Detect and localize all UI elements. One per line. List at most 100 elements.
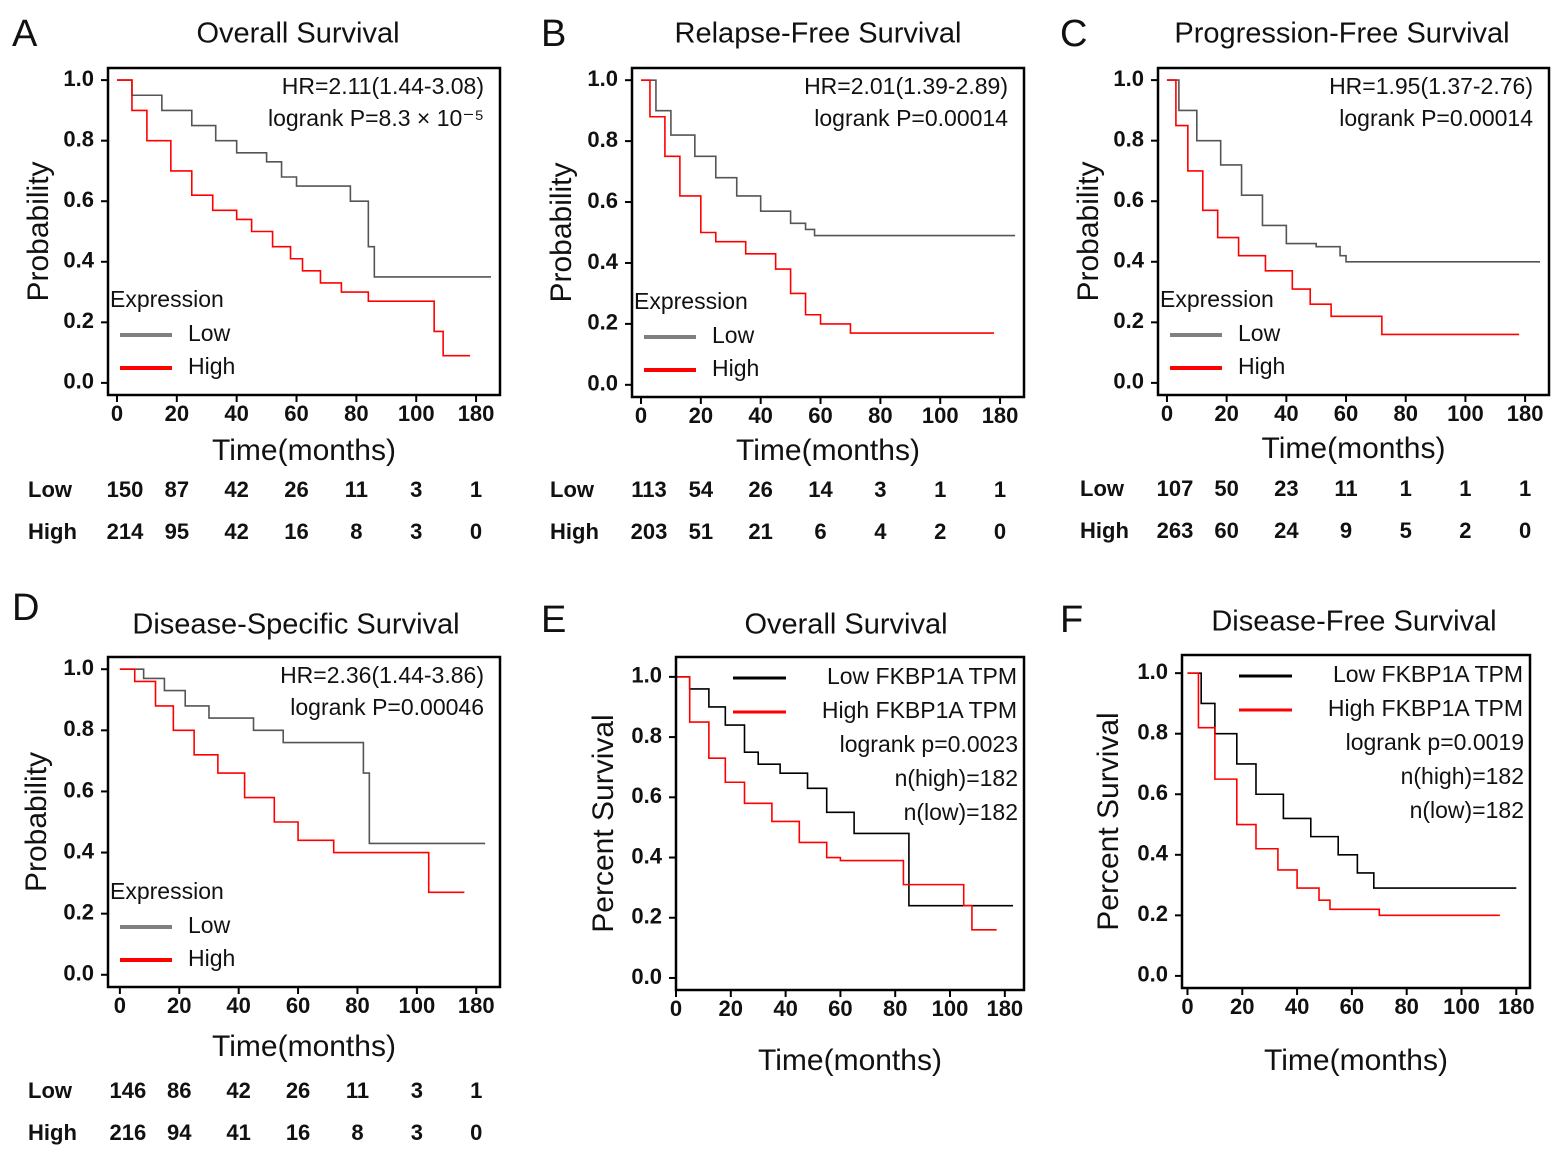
x-tick-label: 40 [224,401,248,426]
y-tick-label: 1.0 [1137,659,1168,684]
y-tick-label: 0.6 [63,187,94,212]
risk-count: 5 [1400,518,1412,543]
legend-label: High FKBP1A TPM [1328,695,1523,721]
risk-count: 26 [748,477,772,502]
y-tick-label: 0.6 [587,188,618,213]
x-tick-label: 180 [1498,994,1535,1019]
risk-count: 1 [934,477,946,502]
y-tick-label: 0.8 [1137,720,1168,745]
x-tick-label: 0 [1181,994,1193,1019]
y-tick-label: 0.2 [587,310,618,335]
risk-count: 42 [224,519,248,544]
legend-label: Low [188,912,231,938]
risk-row-name: Low [28,1078,73,1103]
risk-count: 107 [1157,476,1194,501]
x-tick-label: 0 [635,403,647,428]
risk-count: 8 [350,519,362,544]
risk-count: 263 [1157,518,1194,543]
panel-letter: D [12,587,39,629]
risk-count: 203 [631,519,668,544]
risk-count: 87 [165,477,189,502]
risk-count: 42 [226,1078,250,1103]
chart-title: Progression-Free Survival [1174,18,1509,50]
risk-count: 16 [286,1120,310,1145]
risk-count: 1 [1400,476,1412,501]
annotation: n(low)=182 [904,799,1018,825]
risk-count: 3 [410,519,422,544]
risk-count: 4 [874,519,887,544]
x-tick-label: 80 [345,993,369,1018]
risk-count: 6 [814,519,826,544]
x-tick-label: 80 [344,401,368,426]
risk-count: 1 [994,477,1006,502]
risk-row-name: High [1080,518,1129,543]
y-tick-label: 0.4 [1113,248,1144,273]
x-axis-label: Time(months) [736,434,920,467]
risk-count: 0 [994,519,1006,544]
y-tick-label: 0.8 [63,716,94,741]
annotation: n(high)=182 [895,765,1018,791]
x-tick-label: 60 [286,993,310,1018]
x-tick-label: 60 [808,403,832,428]
survival-curve [640,79,995,334]
x-tick-label: 0 [114,993,126,1018]
legend-label: High [188,353,235,379]
risk-count: 94 [167,1120,192,1145]
plot-frame [1180,653,1532,990]
chart-title: Disease-Specific Survival [132,609,459,641]
survival-curve [119,668,486,845]
x-tick-label: 100 [1443,994,1480,1019]
risk-count: 0 [470,1120,482,1145]
risk-count: 21 [748,519,772,544]
panel-letter: F [1060,599,1083,641]
risk-count: 146 [110,1078,147,1103]
y-axis-label: Probability [20,752,53,892]
x-tick-label: 180 [458,993,495,1018]
x-tick-label: 60 [284,401,308,426]
x-tick-label: 40 [1285,994,1309,1019]
legend-title: Expression [110,878,224,904]
legend-label: Low [712,322,755,348]
risk-count: 51 [689,519,713,544]
legend-label: High FKBP1A TPM [822,697,1017,723]
legend-label: High [712,355,759,381]
risk-count: 42 [224,477,248,502]
survival-curve [116,79,471,357]
risk-count: 23 [1274,476,1298,501]
x-tick-label: 80 [883,996,907,1021]
chart-title: Overall Survival [744,609,947,641]
risk-count: 11 [345,477,368,502]
risk-count: 26 [284,477,308,502]
plot-frame [674,655,1026,992]
risk-count: 3 [411,1120,423,1145]
y-tick-label: 0.2 [63,308,94,333]
risk-count: 11 [1334,476,1357,501]
x-tick-label: 20 [167,993,191,1018]
y-tick-label: 0.4 [631,843,662,868]
annotation: logrank P=8.3 × 10⁻⁵ [268,105,484,131]
x-tick-label: 100 [398,993,435,1018]
legend-label: Low [188,320,231,346]
legend-title: Expression [634,288,748,314]
survival-curve [116,79,492,278]
y-tick-label: 0.0 [63,961,94,986]
y-tick-label: 1.0 [1113,66,1144,91]
y-tick-label: 0.4 [63,248,94,273]
panel-letter: E [541,599,566,641]
chart-title: Relapse-Free Survival [675,18,962,50]
x-tick-label: 180 [1507,401,1544,426]
x-tick-label: 0 [1161,401,1173,426]
x-tick-label: 80 [868,403,892,428]
x-tick-label: 180 [986,996,1023,1021]
panel-letter: C [1060,13,1087,55]
risk-row-name: Low [28,477,73,502]
y-tick-label: 0.2 [63,899,94,924]
x-tick-label: 20 [1214,401,1238,426]
annotation: logrank P=0.00014 [1339,105,1533,131]
y-tick-label: 0.2 [1137,901,1168,926]
annotation: logrank p=0.0023 [840,731,1018,757]
risk-count: 60 [1214,518,1238,543]
x-tick-label: 180 [982,403,1019,428]
y-tick-label: 0.0 [1113,369,1144,394]
y-tick-label: 0.6 [1113,187,1144,212]
